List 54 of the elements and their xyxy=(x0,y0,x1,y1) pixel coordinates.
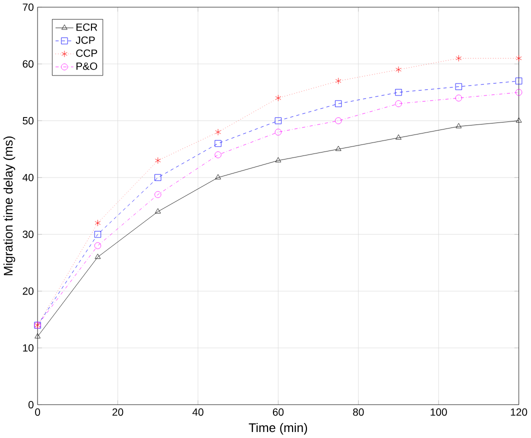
point xyxy=(335,78,342,84)
point xyxy=(154,174,162,181)
y-tick-label: 40 xyxy=(22,174,34,182)
legend-label: P&O xyxy=(76,62,98,70)
x-tick-label: 0 xyxy=(35,408,40,416)
point xyxy=(395,100,402,108)
y-tick-label: 60 xyxy=(22,60,34,68)
legend-label: CCP xyxy=(76,49,98,57)
point xyxy=(335,100,342,108)
point xyxy=(455,94,462,102)
point xyxy=(515,88,522,96)
point xyxy=(516,117,522,122)
x-tick-label: 100 xyxy=(430,408,447,416)
point xyxy=(94,230,102,238)
x-tick-label: 120 xyxy=(510,408,528,416)
x-axis-title: Time (min) xyxy=(248,422,308,435)
point xyxy=(335,117,342,124)
point xyxy=(214,151,222,158)
point xyxy=(396,66,402,73)
x-tick-label: 60 xyxy=(272,408,284,416)
point xyxy=(94,242,102,249)
point xyxy=(516,54,522,62)
x-tick-label: 80 xyxy=(353,408,364,416)
y-axis-title: Migration time delay (ms) xyxy=(3,136,16,276)
point xyxy=(335,146,342,151)
point xyxy=(455,83,462,90)
point xyxy=(274,128,282,136)
point xyxy=(274,117,282,124)
point xyxy=(34,333,40,338)
y-tick-label: 70 xyxy=(22,3,34,11)
point xyxy=(215,128,221,136)
x-tick-label: 20 xyxy=(112,408,124,416)
point xyxy=(515,78,522,84)
point xyxy=(94,220,101,226)
point xyxy=(94,254,101,259)
point xyxy=(275,157,282,162)
point xyxy=(154,157,161,164)
point xyxy=(275,94,282,102)
point xyxy=(154,191,162,198)
y-tick-label: 30 xyxy=(22,230,34,238)
point xyxy=(215,174,221,180)
point xyxy=(154,208,161,214)
x-tick-label: 40 xyxy=(192,408,204,416)
point xyxy=(396,134,402,140)
y-tick-label: 50 xyxy=(22,117,34,124)
legend-label: ECR xyxy=(76,23,98,31)
point xyxy=(214,140,222,147)
y-tick-label: 10 xyxy=(23,344,34,352)
point xyxy=(456,54,462,62)
point xyxy=(456,123,462,128)
y-tick-label: 20 xyxy=(22,287,34,295)
y-tick-label: 0 xyxy=(28,401,34,408)
legend-label: JCP xyxy=(76,36,95,44)
point xyxy=(395,88,402,96)
